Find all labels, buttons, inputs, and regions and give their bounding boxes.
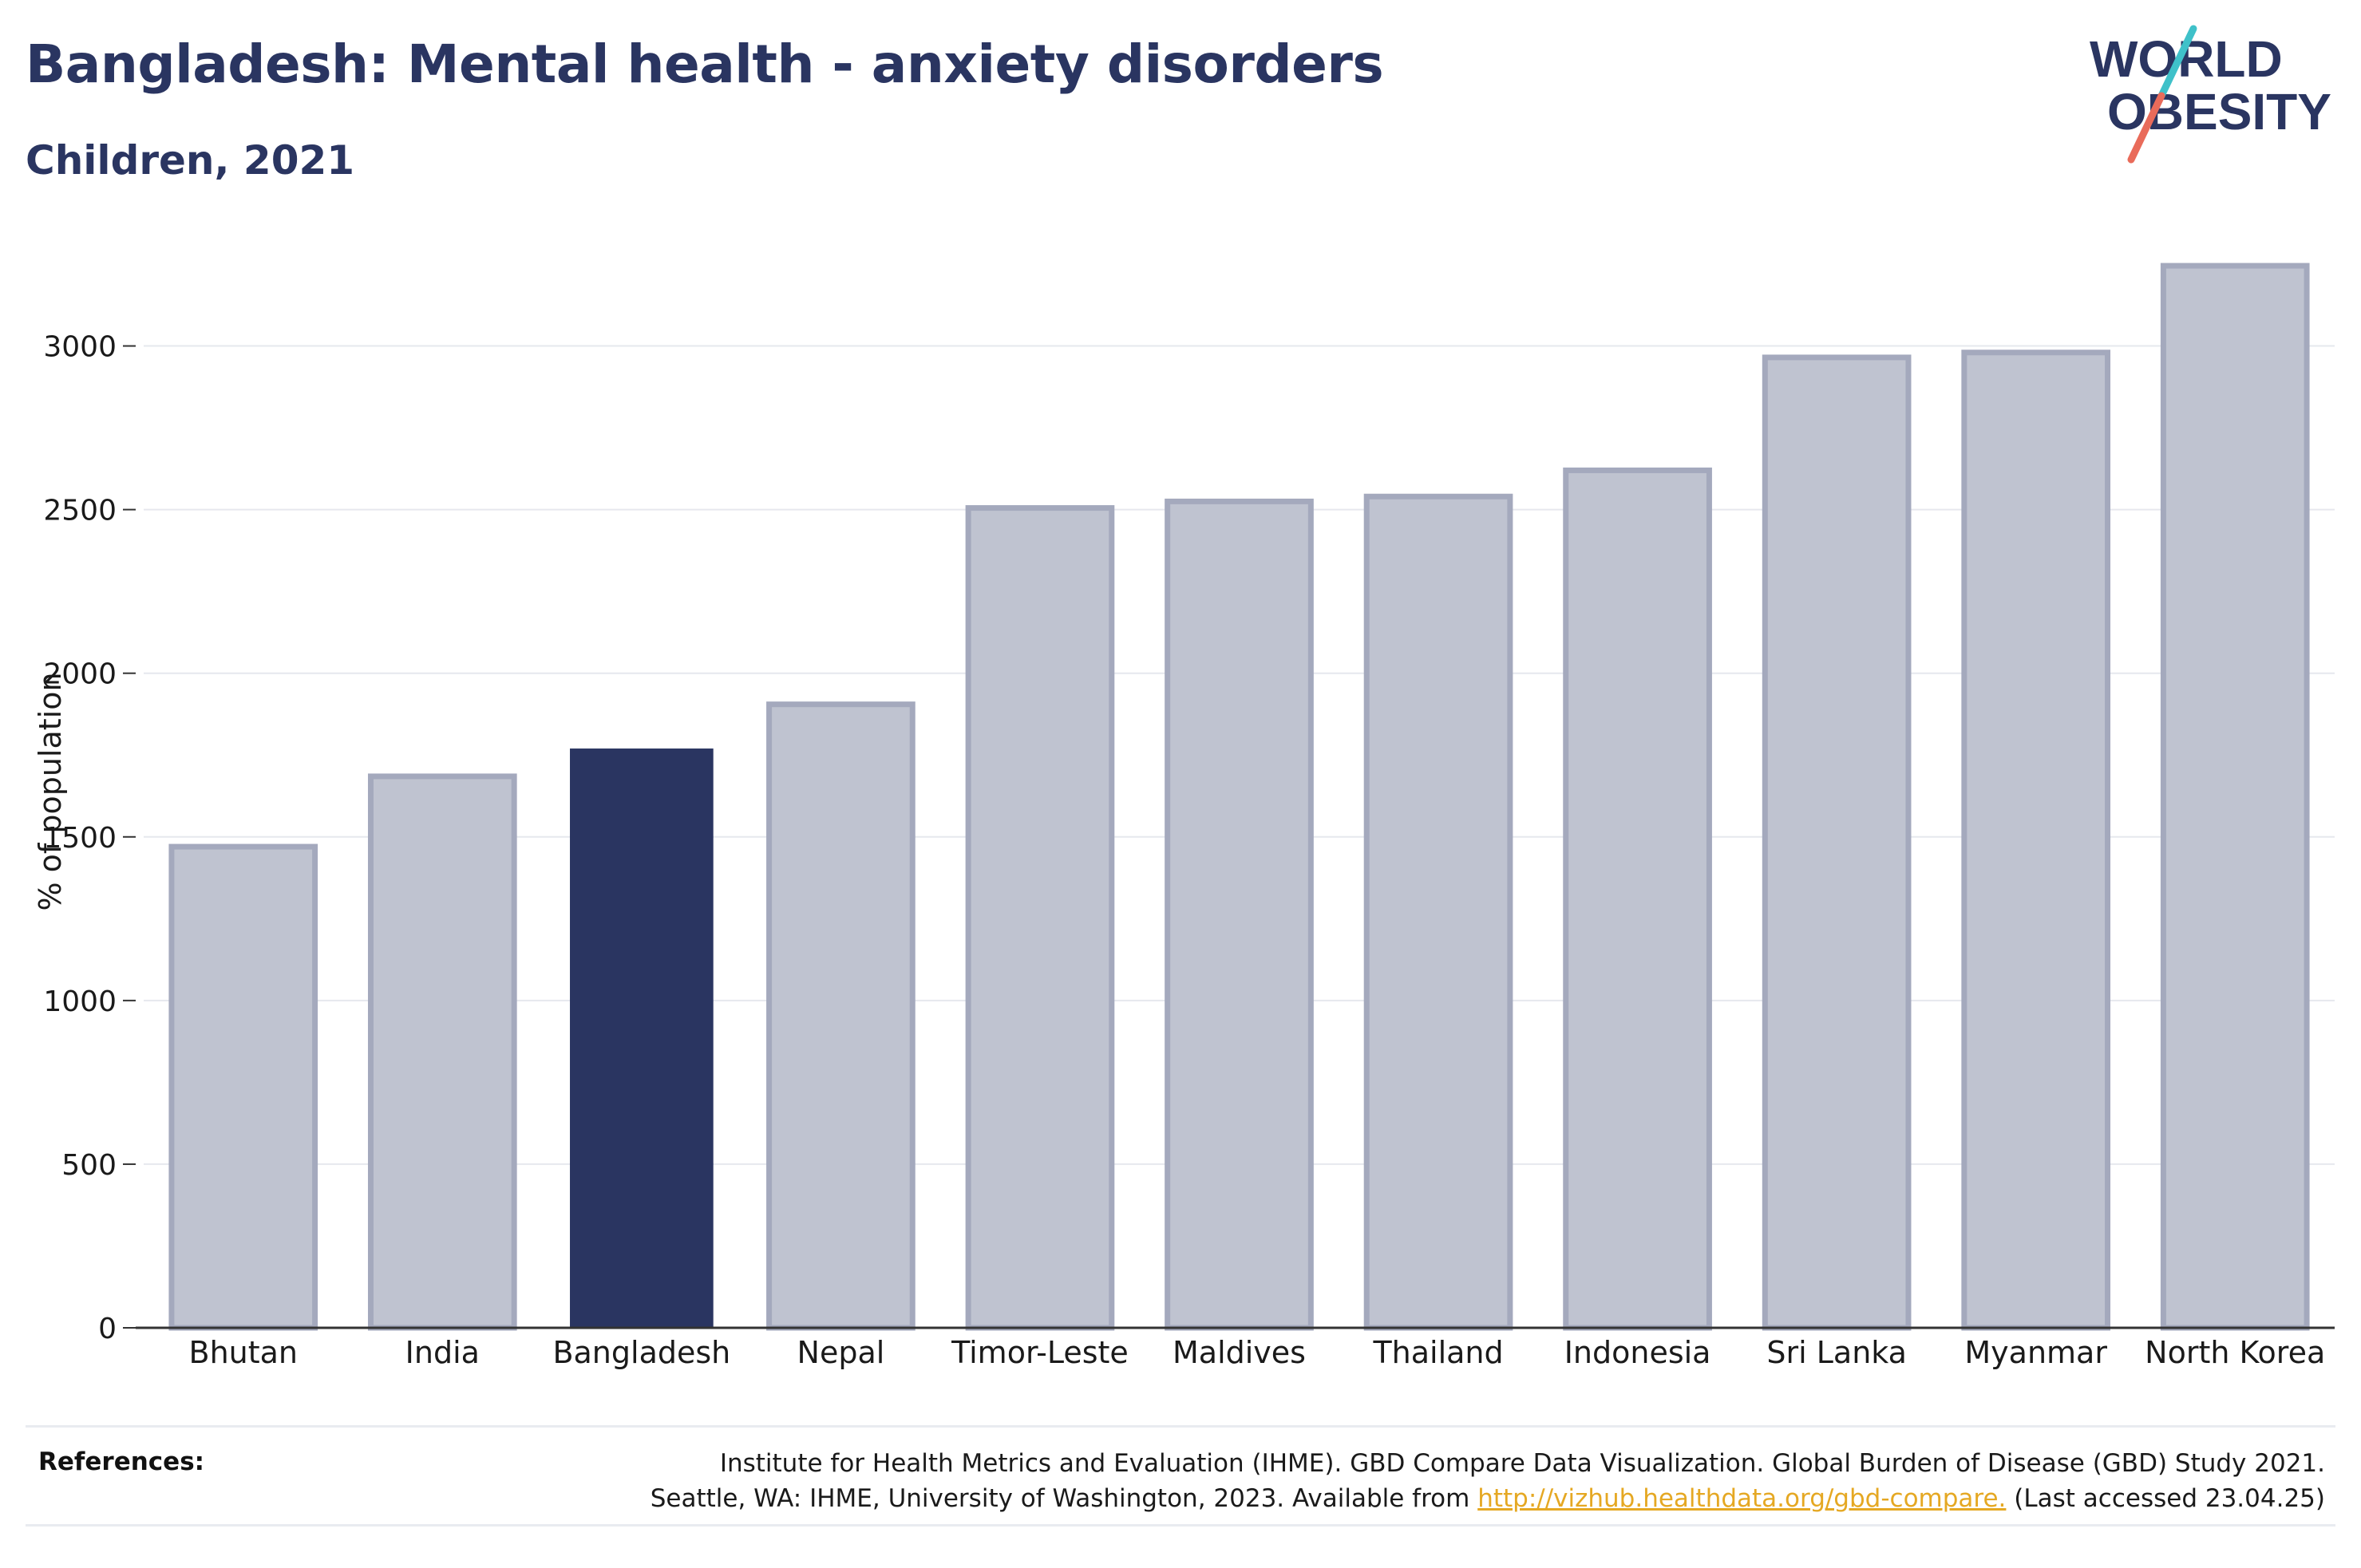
- x-tick-label: Bangladesh: [552, 1335, 730, 1370]
- bar-north-korea: [2160, 263, 2310, 1331]
- y-tick-label: 0: [98, 1313, 117, 1345]
- x-tick-label: Myanmar: [1964, 1335, 2107, 1370]
- logo-slash-teal: [2157, 25, 2197, 100]
- bar-bhutan: [168, 843, 318, 1331]
- bar-sri-lanka: [1762, 354, 1912, 1331]
- x-tick-label: Timor-Leste: [951, 1335, 1129, 1370]
- x-tick-label: Sri Lanka: [1766, 1335, 1907, 1370]
- x-tick-label: Bhutan: [189, 1335, 299, 1370]
- references-line-2: Seattle, WA: IHME, University of Washing…: [651, 1481, 2325, 1516]
- x-tick-label: India: [405, 1335, 480, 1370]
- y-tick-label: 1500: [43, 822, 117, 855]
- bar-maldives: [1165, 498, 1314, 1331]
- y-tick-label: 3000: [43, 331, 117, 364]
- logo-slash-coral: [2127, 92, 2165, 164]
- footer-divider-bottom: [26, 1524, 2335, 1527]
- chart-title: Bangladesh: Mental health - anxiety diso…: [26, 34, 1384, 95]
- y-tick-label: 2500: [43, 495, 117, 527]
- x-tick-label: Maldives: [1173, 1335, 1306, 1370]
- references-line-1: Institute for Health Metrics and Evaluat…: [719, 1449, 2325, 1478]
- bar-indonesia: [1563, 467, 1712, 1331]
- references-line-2-suffix: (Last accessed 23.04.25): [2006, 1484, 2325, 1513]
- references-link[interactable]: http://vizhub.healthdata.org/gbd-compare…: [1477, 1484, 2007, 1513]
- x-tick-label: Indonesia: [1564, 1335, 1711, 1370]
- x-tick-label: Nepal: [797, 1335, 885, 1370]
- bar-india: [367, 773, 517, 1331]
- references-label: References:: [38, 1448, 205, 1476]
- references-text: Institute for Health Metrics and Evaluat…: [651, 1446, 2325, 1516]
- bar-myanmar: [1961, 350, 2111, 1331]
- footer-divider-top: [26, 1425, 2335, 1428]
- bar-thailand: [1363, 493, 1513, 1331]
- x-tick-label: Thailand: [1372, 1335, 1503, 1370]
- y-axis-label: % of population: [33, 672, 68, 910]
- y-tick-label: 2000: [43, 658, 117, 691]
- bar-nepal: [766, 701, 916, 1331]
- bar-bangladesh: [570, 748, 714, 1328]
- bar-timor-leste: [965, 505, 1115, 1331]
- world-obesity-logo: WORLD OBESITY: [2090, 25, 2331, 164]
- y-tick-label: 1000: [43, 985, 117, 1018]
- y-tick-label: 500: [61, 1149, 117, 1182]
- references-line-2-prefix: Seattle, WA: IHME, University of Washing…: [650, 1484, 1478, 1513]
- chart-subtitle: Children, 2021: [26, 137, 355, 184]
- bar-chart: 0 500 1000 1500 2000 2500 3000 % of population B…: [33, 263, 2335, 1370]
- x-tick-label: North Korea: [2145, 1335, 2325, 1370]
